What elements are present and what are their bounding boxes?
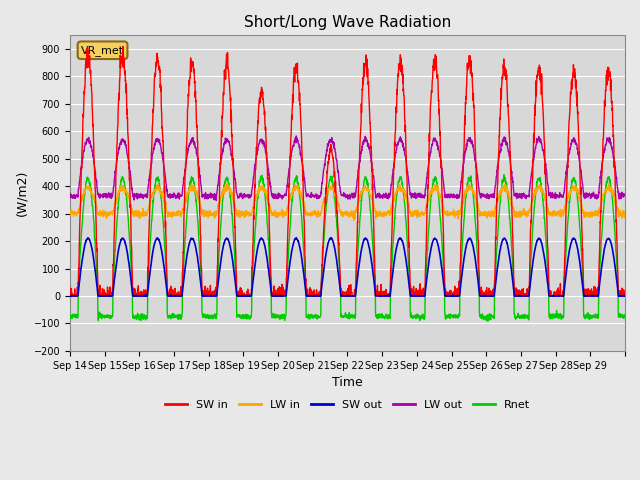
Text: VR_met: VR_met [81, 45, 124, 56]
Legend: SW in, LW in, SW out, LW out, Rnet: SW in, LW in, SW out, LW out, Rnet [160, 396, 535, 415]
Title: Short/Long Wave Radiation: Short/Long Wave Radiation [244, 15, 451, 30]
X-axis label: Time: Time [332, 376, 363, 389]
Y-axis label: (W/m2): (W/m2) [15, 170, 28, 216]
